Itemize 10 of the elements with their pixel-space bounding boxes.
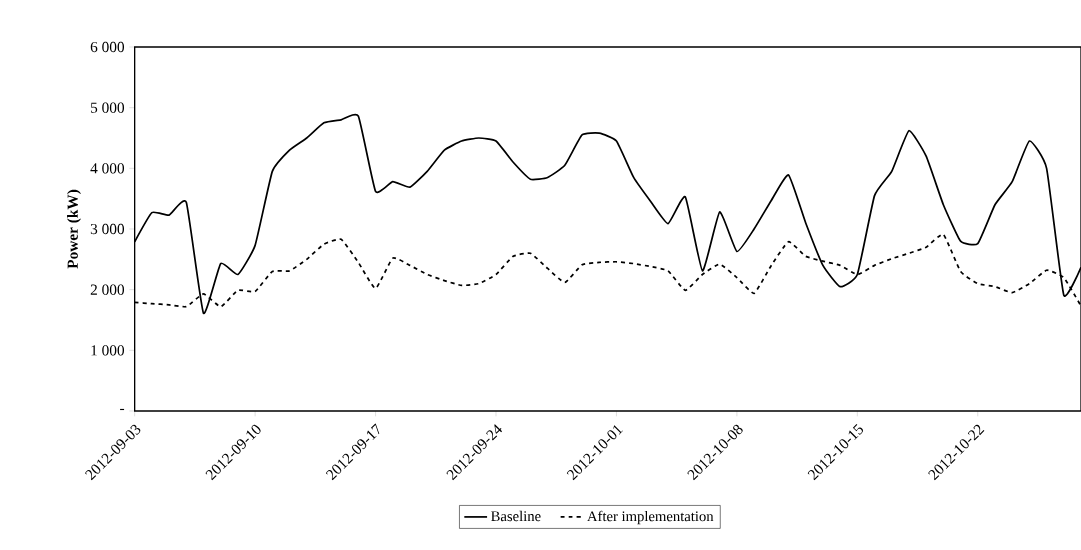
legend-label: Baseline	[491, 510, 541, 522]
y-axis-title: Power (kW)	[67, 189, 81, 269]
y-tick-label: 6 000	[90, 41, 125, 53]
y-tick-label: 4 000	[90, 163, 125, 174]
y-tick-label: 2 000	[90, 284, 125, 295]
y-tick-label: 5 000	[91, 102, 125, 113]
y-tick-label: 3 000	[90, 223, 125, 235]
y-tick-label: -	[120, 408, 125, 411]
legend-label: After implementation	[587, 510, 714, 525]
y-tick-label: 1 000	[91, 345, 125, 356]
